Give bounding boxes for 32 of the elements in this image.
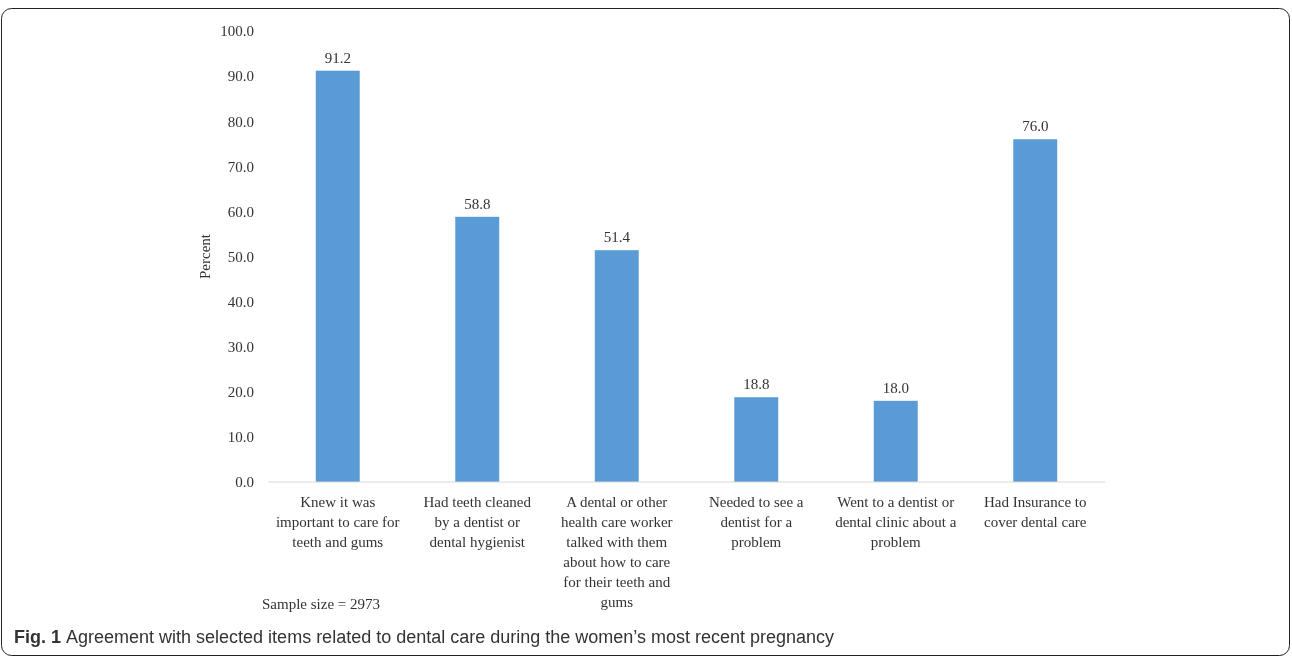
- bar: [734, 397, 779, 482]
- data-label: 51.4: [603, 229, 631, 246]
- data-label: 58.8: [464, 195, 491, 212]
- x-tick-label: Went to a dentist or dental clinic about a problem: [835, 494, 957, 550]
- bar: [455, 216, 500, 482]
- y-tick-label: 70.0: [227, 158, 254, 175]
- y-tick-label: 50.0: [227, 248, 254, 265]
- y-tick-label: 30.0: [227, 339, 254, 355]
- y-axis-title: Percent: [197, 233, 213, 279]
- x-tick-label: Knew it was important to care for teeth and gums: [275, 494, 400, 550]
- x-tick-label: Had Insurance to cover dental care: [984, 494, 1087, 530]
- y-tick-label: 20.0: [227, 384, 254, 401]
- y-tick-label: 10.0: [227, 429, 254, 446]
- y-tick-label: 40.0: [227, 293, 254, 310]
- bar: [1013, 139, 1058, 482]
- data-label: 76.0: [1022, 118, 1049, 135]
- bar: [873, 400, 918, 482]
- x-tick-label: Had teeth cleaned by a dentist or dental hygienist: [423, 494, 532, 550]
- bar: [594, 250, 639, 482]
- y-tick-label: 90.0: [227, 68, 254, 85]
- x-tick-label: Needed to see a dentist for a problem: [708, 494, 804, 550]
- y-tick-label: 100.0: [220, 23, 254, 40]
- y-tick-label: 80.0: [227, 113, 254, 130]
- text: Fig. 1 Agreement with selected items related to dental care during the women’s most recent pregnancy: [14, 627, 835, 647]
- x-tick-label: A dental or other health care worker talked with them about how to care for their teeth and gums: [560, 494, 673, 610]
- bar: [315, 70, 360, 482]
- data-label: 18.8: [743, 376, 770, 393]
- text: Sample size = 2973: [262, 596, 381, 612]
- y-tick-label: 0.0: [235, 474, 254, 491]
- data-label: 18.0: [882, 379, 909, 396]
- y-tick-label: 60.0: [227, 203, 254, 220]
- data-label: 91.2: [324, 49, 351, 66]
